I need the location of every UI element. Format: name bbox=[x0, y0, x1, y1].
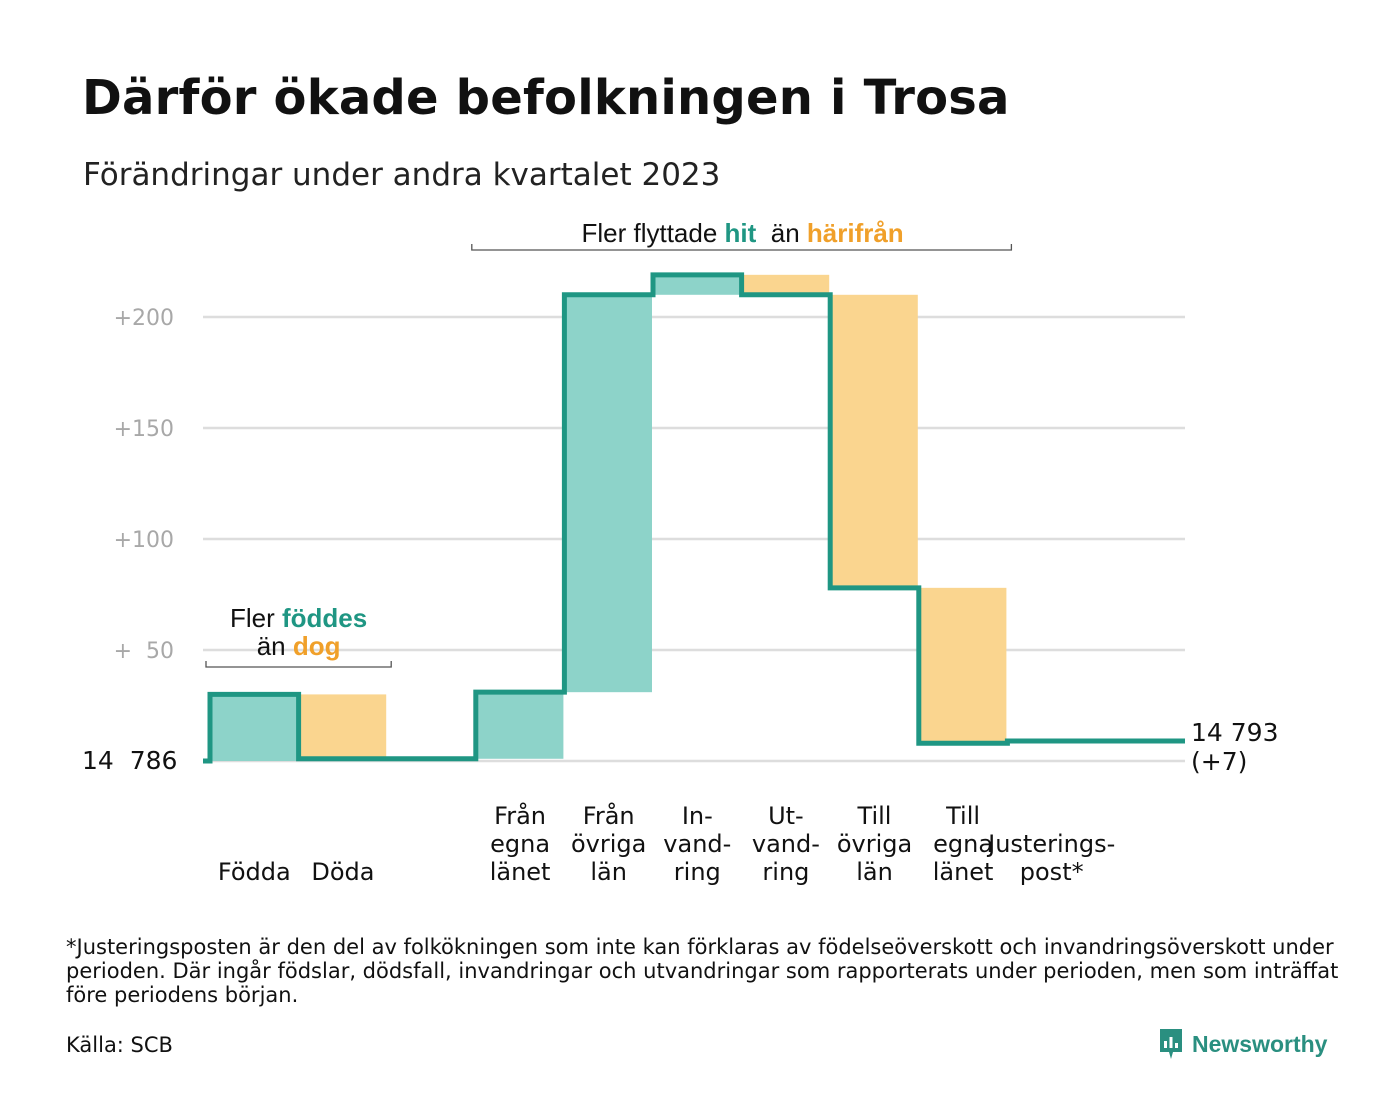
category-label: vand- bbox=[752, 830, 820, 858]
running-total-line bbox=[203, 272, 1185, 764]
y-tick-label: + 50 bbox=[114, 639, 174, 664]
outflow-bar bbox=[831, 294, 918, 588]
source-note: Källa: SCB bbox=[66, 1033, 173, 1057]
category-label: egna bbox=[933, 830, 993, 858]
category-label: Ut- bbox=[768, 802, 804, 830]
newsworthy-brand[interactable]: Newsworthy bbox=[1158, 1028, 1327, 1060]
natural-change-annotation-line2: än dog bbox=[257, 631, 341, 661]
category-label: Till bbox=[945, 802, 980, 830]
outflow-bar bbox=[299, 694, 387, 759]
category-label: Från bbox=[494, 801, 546, 830]
footnote: *Justeringsposten är den del av folkökni… bbox=[66, 935, 1339, 1007]
brand-name: Newsworthy bbox=[1192, 1030, 1328, 1057]
end-change-label: (+7) bbox=[1191, 747, 1247, 776]
category-label: Från bbox=[583, 801, 635, 830]
category-label: övriga bbox=[571, 830, 646, 858]
inflow-bar bbox=[211, 694, 298, 761]
inflow-bar bbox=[476, 692, 564, 759]
category-label: ring bbox=[674, 858, 721, 886]
category-label: Födda bbox=[218, 858, 291, 886]
category-label: län bbox=[590, 858, 627, 886]
category-label: ring bbox=[762, 858, 809, 886]
category-label: övriga bbox=[837, 830, 912, 858]
category-label: län bbox=[856, 858, 893, 886]
natural-change-bracket bbox=[205, 661, 392, 668]
migration-annotation: Fler flyttade hit än härifrån bbox=[581, 218, 903, 248]
outflow-bar bbox=[742, 274, 830, 295]
end-value-label: 14 793 bbox=[1191, 718, 1278, 747]
inflow-bar bbox=[654, 274, 741, 295]
migration-bracket bbox=[471, 244, 1013, 251]
category-label: vand- bbox=[663, 830, 731, 858]
category-label: post* bbox=[1020, 858, 1084, 886]
outflow-bar bbox=[919, 587, 1007, 744]
y-tick-label: +200 bbox=[114, 306, 174, 331]
y-tick-label: +100 bbox=[114, 528, 174, 553]
chart-title: Därför ökade befolkningen i Trosa bbox=[82, 70, 1010, 126]
start-value-label: 14 786 bbox=[82, 746, 177, 775]
category-label: länet bbox=[933, 858, 994, 886]
category-label: länet bbox=[490, 858, 551, 886]
category-label: egna bbox=[490, 830, 550, 858]
chart-subtitle: Förändringar under andra kvartalet 2023 bbox=[83, 157, 721, 193]
y-tick-label: +150 bbox=[114, 417, 174, 442]
category-label: Till bbox=[857, 802, 892, 830]
inflow-bar bbox=[565, 294, 652, 693]
newsworthy-logo-icon bbox=[1160, 1029, 1182, 1059]
category-label: In- bbox=[682, 802, 713, 830]
natural-change-annotation-line1: Fler föddes bbox=[230, 603, 367, 633]
category-label: Justerings- bbox=[986, 830, 1115, 858]
category-label: Döda bbox=[311, 858, 374, 886]
